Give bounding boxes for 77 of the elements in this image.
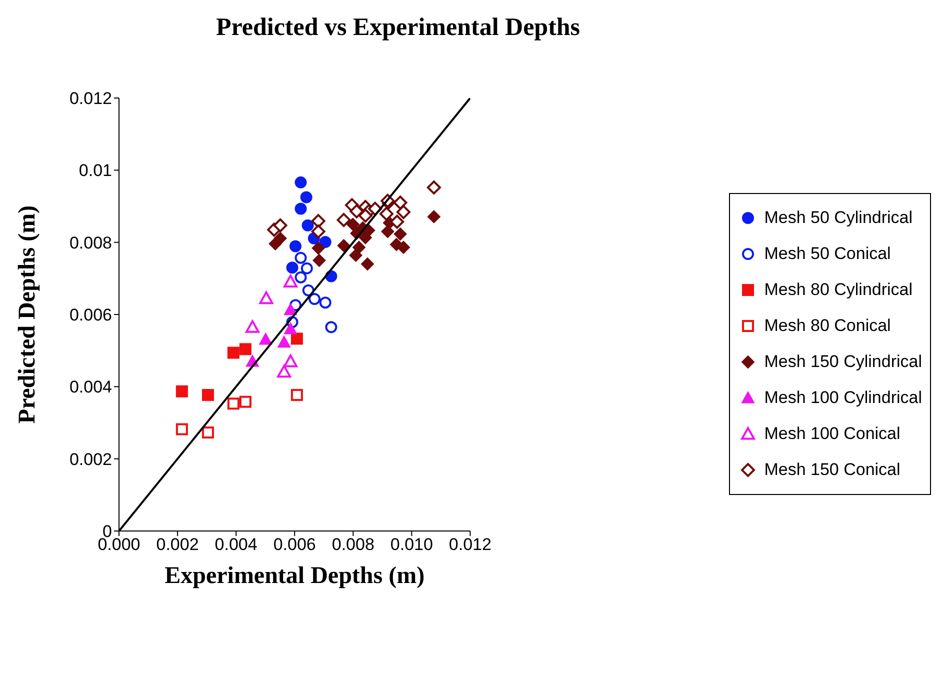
- x-tick-label: 0.012: [448, 535, 492, 554]
- point: [346, 218, 360, 231]
- point: [426, 180, 441, 194]
- legend-label: Mesh 100 Cylindrical: [764, 388, 922, 408]
- point: [312, 242, 325, 255]
- point: [294, 271, 307, 284]
- point: [284, 322, 298, 334]
- point: [308, 292, 321, 305]
- point: [290, 332, 303, 345]
- y-tick-label: 0.004: [69, 378, 112, 397]
- point: [302, 219, 314, 232]
- point: [349, 248, 362, 262]
- point: [259, 291, 274, 304]
- x-axis-title: Experimental Depths (m): [164, 563, 425, 589]
- point: [300, 191, 312, 204]
- x-tick-label: 0.008: [332, 535, 374, 554]
- point: [277, 364, 292, 378]
- legend-label: Mesh 150 Cylindrical: [764, 352, 922, 372]
- point: [360, 257, 374, 270]
- point: [294, 176, 307, 188]
- point: [284, 354, 298, 368]
- y-tick-label: 0.008: [69, 233, 112, 252]
- point: [396, 240, 410, 254]
- point: [311, 214, 326, 228]
- legend-label: Mesh 150 Conical: [764, 460, 900, 480]
- point: [294, 202, 307, 215]
- point: [319, 296, 332, 309]
- point: [239, 396, 252, 408]
- x-tick-label: 0.006: [273, 535, 316, 554]
- y-tick-label: 0.012: [69, 89, 112, 108]
- point: [176, 385, 188, 398]
- point: [311, 224, 326, 239]
- point: [284, 303, 298, 316]
- point: [294, 252, 307, 264]
- y-tick-label: 0.002: [69, 450, 112, 469]
- legend-label: Mesh 50 Conical: [764, 244, 891, 264]
- point: [286, 262, 298, 274]
- point: [390, 214, 404, 229]
- point: [393, 196, 408, 210]
- legend-label: Mesh 100 Conical: [764, 424, 900, 444]
- point: [427, 210, 440, 224]
- legend-label: Mesh 50 Cylindrical: [764, 208, 913, 228]
- point: [300, 262, 313, 274]
- point: [358, 231, 372, 244]
- legend-label: Mesh 80 Conical: [764, 316, 891, 336]
- point: [274, 232, 287, 245]
- y-axis-title: Predicted Depths (m): [14, 205, 41, 424]
- point: [336, 212, 351, 227]
- x-tick-label: 0.004: [214, 535, 258, 554]
- point: [289, 240, 302, 252]
- point: [239, 343, 252, 356]
- x-tick-label: 0.002: [156, 535, 199, 554]
- point: [337, 239, 350, 252]
- point: [312, 254, 326, 267]
- chart-title: Predicted vs Experimental Depths: [214, 14, 582, 42]
- point: [278, 336, 291, 348]
- point: [176, 423, 188, 436]
- point: [227, 346, 240, 359]
- y-tick-label: 0.01: [78, 161, 112, 180]
- legend-label: Mesh 80 Cylindrical: [764, 280, 913, 300]
- point: [380, 206, 394, 221]
- point: [319, 236, 332, 248]
- point: [202, 426, 214, 438]
- point: [394, 228, 407, 241]
- point: [290, 388, 303, 401]
- point: [381, 225, 394, 238]
- x-tick-label: 0.010: [390, 535, 433, 554]
- point: [396, 205, 410, 220]
- y-tick-label: 0.006: [69, 306, 112, 325]
- point: [245, 320, 260, 333]
- point: [273, 218, 288, 232]
- point: [202, 388, 214, 401]
- point: [227, 398, 240, 410]
- point: [284, 274, 298, 288]
- point: [325, 321, 338, 334]
- point: [358, 208, 372, 223]
- point: [259, 332, 272, 345]
